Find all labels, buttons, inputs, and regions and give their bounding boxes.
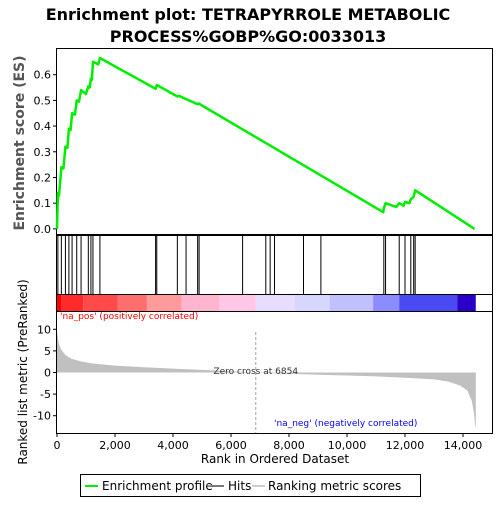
zero-cross-label: Zero cross at 6854 — [213, 367, 298, 377]
metric-y-tick-label: 0 — [44, 367, 51, 380]
heatmap-segment — [373, 295, 400, 311]
legend: Enrichment profile Hits Ranking metric s… — [80, 474, 421, 497]
negative-correlation-label: 'na_neg' (negatively correlated) — [274, 419, 417, 429]
chart-title-line1: Enrichment plot: TETRAPYRROLE METABOLIC — [46, 5, 451, 24]
metric-x-tick-label: 12,000 — [386, 439, 425, 452]
legend-item-profile: Enrichment profile — [102, 479, 213, 493]
heatmap-segment — [146, 295, 182, 311]
heatmap-segment — [255, 295, 295, 311]
rank-heatmap-segments — [57, 295, 476, 311]
rank-heatmap-panel — [56, 294, 493, 312]
hits-panel — [56, 235, 493, 295]
enrichment-profile-line — [55, 56, 476, 230]
legend-item-hits: Hits — [228, 479, 251, 493]
metric-y-tick-label: 10 — [37, 323, 51, 336]
chart-title-line2: PROCESS%GOBP%GO:0033013 — [110, 27, 386, 46]
metric-y-tick-label: -5 — [40, 388, 51, 401]
ranked-metric-y-ticks: 10 5 0 -5 -10 — [33, 323, 57, 423]
metric-y-tick-label: 5 — [44, 345, 51, 358]
enrichment-y-tick-label: 0.0 — [34, 223, 52, 236]
enrichment-y-tick-label: 0.5 — [34, 94, 52, 107]
heatmap-segment — [181, 295, 220, 311]
enrichment-y-tick-label: 0.3 — [34, 146, 52, 159]
positive-correlation-label: 'na_pos' (positively correlated) — [60, 312, 198, 322]
heatmap-segment — [219, 295, 256, 311]
heatmap-segment — [61, 295, 84, 311]
metric-x-tick-label: 14,000 — [444, 439, 483, 452]
metric-x-tick-label: 6,000 — [215, 439, 247, 452]
heatmap-segment — [117, 295, 147, 311]
metric-x-tick-label: 10,000 — [328, 439, 367, 452]
ranked-metric-panel: 'na_pos' (positively correlated) Zero cr… — [16, 279, 493, 466]
metric-y-tick-label: -10 — [33, 410, 51, 423]
metric-x-tick-label: 0 — [54, 439, 61, 452]
enrichment-panel-frame — [56, 48, 493, 235]
heatmap-segment — [294, 295, 330, 311]
metric-x-tick-label: 2,000 — [99, 439, 131, 452]
metric-x-tick-label: 8,000 — [273, 439, 305, 452]
enrichment-y-ticks: 0.0 0.1 0.2 0.3 0.4 0.5 0.6 — [34, 69, 57, 236]
x-axis-label: Rank in Ordered Dataset — [201, 452, 349, 466]
enrichment-y-tick-label: 0.6 — [34, 69, 52, 82]
enrichment-y-axis-label: Enrichment score (ES) — [12, 55, 28, 230]
enrichment-y-tick-label: 0.4 — [34, 120, 52, 133]
heatmap-segment — [329, 295, 374, 311]
heatmap-segment — [399, 295, 458, 311]
hit-marks — [57, 236, 416, 294]
ranked-metric-y-axis-label: Ranked list metric (PreRanked) — [16, 279, 30, 464]
enrichment-panel: Enrichment score (ES) 0.0 0.1 0.2 0.3 0.4 0.5… — [12, 48, 493, 236]
heatmap-segment — [57, 295, 62, 311]
heatmap-segment — [457, 295, 476, 311]
metric-x-tick-label: 4,000 — [157, 439, 189, 452]
enrichment-y-tick-label: 0.2 — [34, 171, 52, 184]
legend-frame — [80, 474, 421, 497]
ranked-metric-x-ticks: 0 2,000 4,000 6,000 8,000 10,000 12,000 14,000 — [54, 433, 483, 452]
heatmap-segment — [83, 295, 118, 311]
enrichment-y-tick-label: 0.1 — [34, 197, 52, 210]
legend-item-metric: Ranking metric scores — [268, 479, 401, 493]
